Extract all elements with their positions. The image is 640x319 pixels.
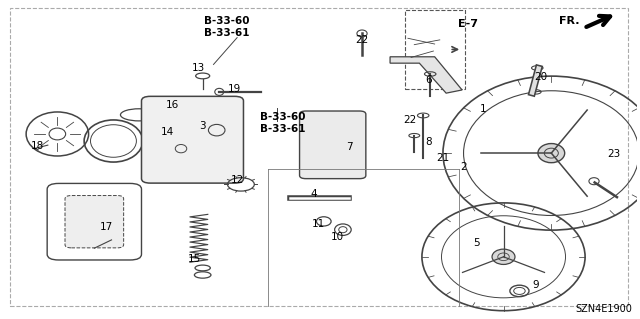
Text: B-33-60
B-33-61: B-33-60 B-33-61: [204, 16, 249, 38]
Text: 22: 22: [355, 35, 368, 45]
Text: FR.: FR.: [559, 16, 579, 26]
Text: 20: 20: [534, 72, 547, 82]
Text: 4: 4: [311, 189, 317, 199]
Text: 22: 22: [403, 115, 417, 125]
Text: 19: 19: [228, 84, 241, 94]
Text: SZN4E1900: SZN4E1900: [576, 304, 633, 315]
Text: 10: 10: [332, 232, 344, 242]
Text: 13: 13: [192, 63, 205, 73]
Text: 16: 16: [166, 100, 179, 110]
Text: E-7: E-7: [458, 19, 479, 29]
Text: 7: 7: [346, 142, 353, 152]
Text: 17: 17: [100, 222, 113, 232]
Ellipse shape: [538, 144, 564, 163]
Text: 3: 3: [200, 121, 206, 131]
Text: 23: 23: [607, 149, 620, 159]
Text: 14: 14: [161, 127, 173, 137]
FancyBboxPatch shape: [141, 96, 243, 183]
Text: B-33-60
B-33-61: B-33-60 B-33-61: [260, 112, 305, 134]
Text: 18: 18: [30, 141, 44, 151]
Text: 1: 1: [480, 104, 486, 114]
Text: 8: 8: [425, 137, 431, 147]
Text: 5: 5: [474, 238, 480, 248]
Text: 6: 6: [425, 75, 431, 85]
Text: 12: 12: [230, 175, 244, 185]
Ellipse shape: [492, 249, 515, 264]
Text: 21: 21: [436, 153, 449, 163]
FancyBboxPatch shape: [65, 196, 124, 248]
FancyBboxPatch shape: [300, 111, 366, 179]
Text: 2: 2: [461, 162, 467, 173]
Text: 9: 9: [532, 279, 539, 290]
Text: 11: 11: [312, 219, 325, 229]
Text: 15: 15: [188, 254, 201, 264]
Polygon shape: [390, 57, 462, 93]
